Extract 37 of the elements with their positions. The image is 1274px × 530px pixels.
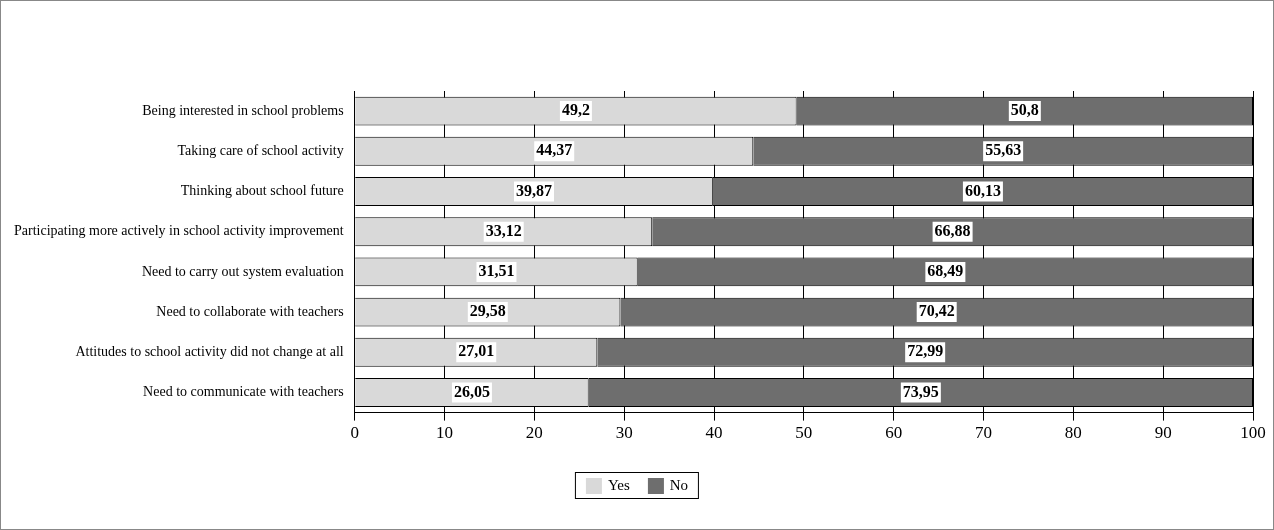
text: 50,8 bbox=[1010, 101, 1039, 119]
legend-label: Yes bbox=[607, 477, 630, 494]
text: 68,49 bbox=[927, 262, 964, 280]
text: 27,01 bbox=[458, 342, 495, 360]
x-tick-label: 10 bbox=[436, 423, 454, 443]
x-tick-label: 100 bbox=[1240, 423, 1266, 443]
text: 73,95 bbox=[902, 382, 939, 400]
x-tick-label: 60 bbox=[885, 423, 903, 443]
x-tick-label: 50 bbox=[795, 423, 813, 443]
text: 70,42 bbox=[918, 302, 955, 320]
text: 33,12 bbox=[485, 221, 522, 239]
x-tick-label: 20 bbox=[525, 423, 543, 443]
x-tick-label: 70 bbox=[975, 423, 993, 443]
text: 39,87 bbox=[516, 181, 553, 199]
legend-label: No bbox=[669, 477, 689, 494]
y-tick-label: Need to collaborate with teachers bbox=[156, 303, 344, 319]
text: 49,2 bbox=[561, 101, 590, 119]
y-tick-label: Thinking about school future bbox=[180, 183, 344, 199]
x-tick-label: 30 bbox=[615, 423, 633, 443]
y-tick-label: Taking care of school activity bbox=[177, 142, 344, 158]
x-tick-label: 90 bbox=[1154, 423, 1172, 443]
x-tick-label: 80 bbox=[1064, 423, 1082, 443]
x-tick-label: 40 bbox=[705, 423, 723, 443]
text: 29,58 bbox=[469, 302, 506, 320]
y-tick-label: Being interested in school problems bbox=[142, 102, 344, 118]
text: 60,13 bbox=[964, 181, 1001, 199]
text: 31,51 bbox=[478, 262, 515, 280]
text: 26,05 bbox=[453, 382, 490, 400]
text: 55,63 bbox=[985, 141, 1022, 159]
text: 72,99 bbox=[907, 342, 944, 360]
y-tick-label: Need to carry out system evaluation bbox=[141, 263, 344, 279]
x-tick-label: 0 bbox=[350, 423, 359, 443]
text: 66,88 bbox=[934, 221, 971, 239]
y-tick-label: Participating more actively in school activity improvement bbox=[13, 223, 344, 239]
text: 44,37 bbox=[536, 141, 573, 159]
y-tick-label: Need to communicate with teachers bbox=[143, 384, 344, 400]
y-tick-label: Attitudes to school activity did not change at all bbox=[75, 343, 344, 359]
